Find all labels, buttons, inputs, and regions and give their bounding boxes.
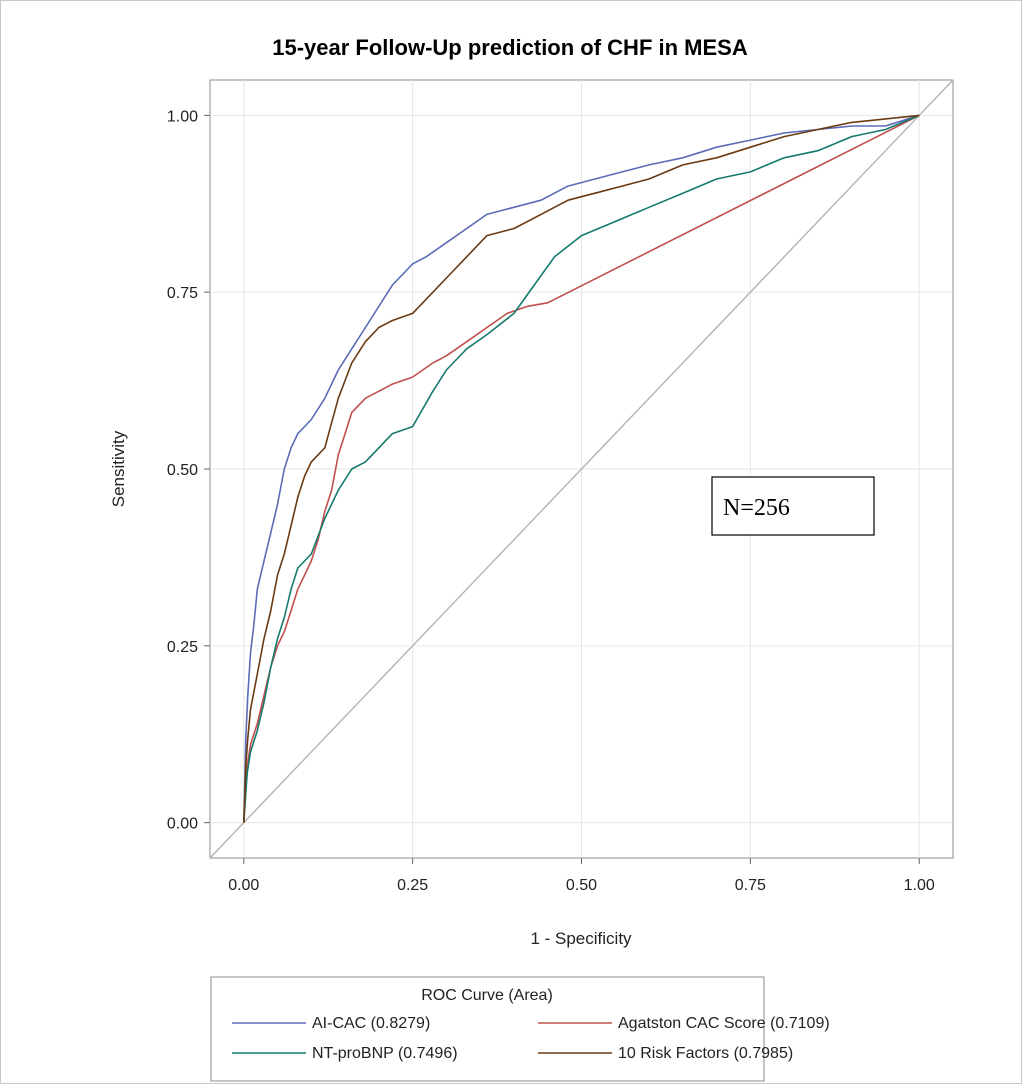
annotation-box-border: [711, 476, 875, 536]
x-tick-label: 0.50: [566, 877, 597, 894]
y-tick-label: 0.00: [167, 816, 198, 833]
x-tick-label: 0.75: [735, 877, 766, 894]
y-tick-label: 0.50: [167, 462, 198, 479]
series-line-nt-probnp: [243, 114, 920, 823]
x-ticks: 0.00 0.25 0.50 0.75 1.00: [228, 858, 935, 894]
x-tick-label: 0.25: [397, 877, 428, 894]
y-tick-label: 0.75: [167, 285, 198, 302]
legend-title: ROC Curve (Area): [421, 987, 553, 1004]
legend-items: AI-CAC (0.8279) Agatston CAC Score (0.710…: [232, 1015, 830, 1062]
reference-diagonal-line: [209, 79, 954, 859]
x-tick-label: 1.00: [904, 877, 935, 894]
series-line-ai-cac: [243, 114, 920, 823]
x-tick-label: 0.00: [228, 877, 259, 894]
series-layer: [243, 114, 920, 823]
legend-box: [210, 976, 765, 1082]
y-tick-label: 1.00: [167, 108, 198, 125]
x-axis-label: 1 - Specificity: [530, 929, 632, 948]
series-line-10-risk-factors: [243, 114, 920, 823]
y-ticks: 0.00 0.25 0.50 0.75 1.00: [167, 108, 210, 833]
annotation-box: N=256: [711, 476, 875, 536]
y-axis-label: Sensitivity: [109, 430, 128, 507]
legend-label-agatston-cac-score: Agatston CAC Score (0.7109): [618, 1015, 830, 1032]
chart-title: 15-year Follow-Up prediction of CHF in M…: [272, 35, 748, 60]
legend: ROC Curve (Area) AI-CAC (0.8279) Agatston…: [210, 976, 830, 1082]
legend-label-ai-cac: AI-CAC (0.8279): [312, 1015, 430, 1032]
y-tick-label: 0.25: [167, 639, 198, 656]
legend-label-10-risk-factors: 10 Risk Factors (0.7985): [618, 1045, 793, 1062]
legend-label-nt-probnp: NT-proBNP (0.7496): [312, 1045, 458, 1062]
annotation-text: N=256: [723, 495, 790, 521]
